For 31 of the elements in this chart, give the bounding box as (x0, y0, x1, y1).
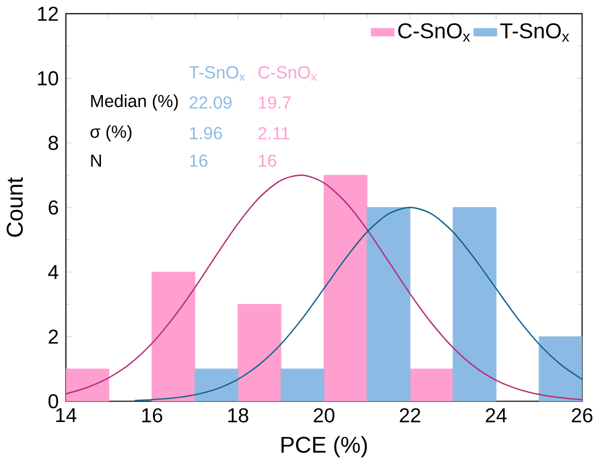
y-tick-label: 4 (48, 265, 58, 279)
x-tick-label: 16 (142, 408, 162, 422)
y-axis-title: Count (6, 177, 23, 237)
legend-label: C-SnO$_{x}$ (398, 23, 470, 42)
annotation: σ (%) (90, 125, 132, 142)
x-tick-label: 22 (400, 408, 420, 422)
x-tick-label: 18 (228, 408, 248, 422)
x-axis-title: PCE (%) (282, 436, 367, 458)
annotation: T-SnO$_{x}$ (189, 66, 246, 81)
annotation: 19.7 (258, 96, 291, 109)
y-tick-label: 0 (48, 394, 58, 408)
annotation: N (91, 154, 101, 167)
y-tick-label: 10 (38, 71, 58, 86)
x-tick-label: 26 (572, 408, 592, 422)
x-tick-label: 24 (486, 408, 507, 422)
x-tick-label: 14 (56, 408, 76, 422)
annotation: 1.96 (190, 127, 222, 140)
y-tick-label: 12 (38, 6, 58, 21)
annotation: 16 (190, 154, 208, 167)
y-tick-label: 2 (48, 330, 58, 344)
annotation: C-SnO$_{x}$ (258, 66, 317, 81)
line-series (134, 206, 582, 402)
y-tick-label: 6 (48, 200, 58, 215)
line-series (66, 174, 582, 400)
y-tick-label: 8 (48, 136, 58, 150)
annotation: 16 (258, 154, 276, 167)
annotation: 2.11 (258, 127, 290, 140)
annotation: 22.09 (190, 96, 232, 109)
x-tick-label: 20 (314, 408, 334, 422)
annotation: Median (%) (91, 94, 178, 111)
legend-label: T-SnO$_{x}$ (500, 23, 570, 42)
